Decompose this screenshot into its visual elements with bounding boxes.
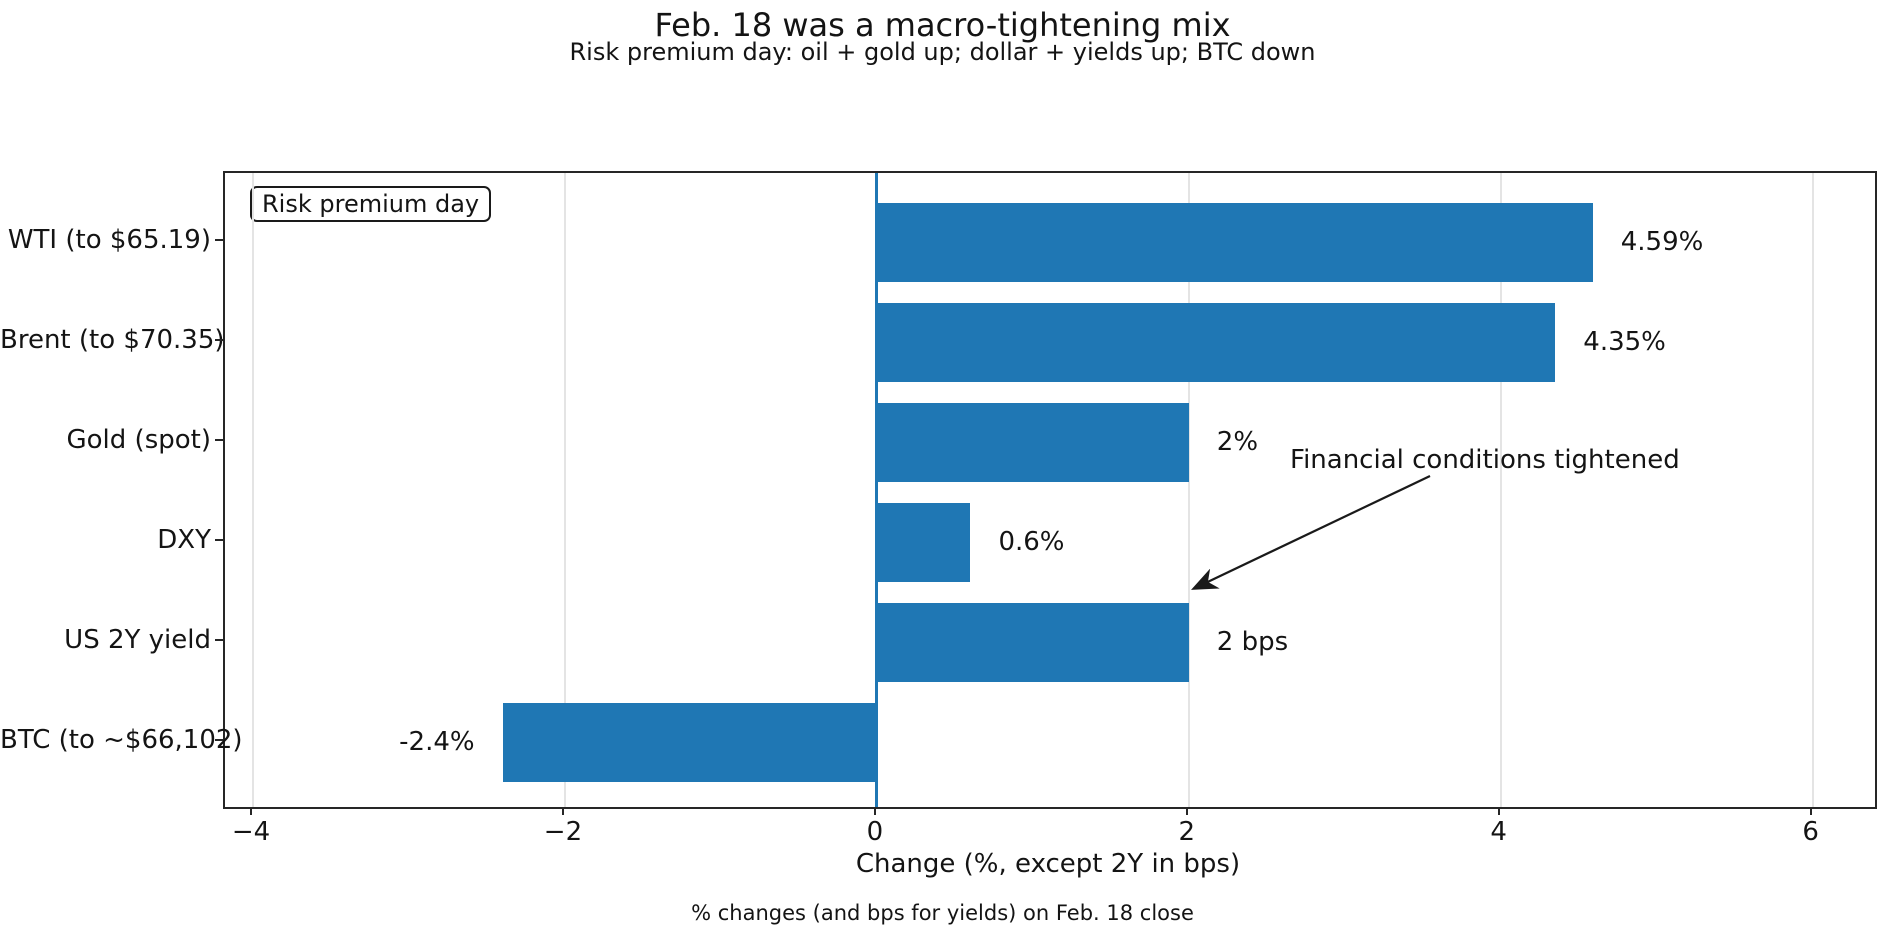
plot-area: Risk premium day 4.59% 4.35% 2% 0.6% 2 bps -2… <box>223 171 1877 809</box>
x-tick-mark <box>250 807 253 815</box>
x-tick-mark <box>561 807 564 815</box>
risk-premium-annotation-box: Risk premium day <box>250 186 492 222</box>
y-category-label: US 2Y yield <box>64 625 211 655</box>
gridline-x6 <box>1811 173 1814 807</box>
gridline-x4 <box>1499 173 1502 807</box>
x-axis-label: Change (%, except 2Y in bps) <box>855 849 1241 879</box>
y-tick-mark <box>215 639 223 641</box>
bar-4 <box>876 602 1189 682</box>
gridline-x-2 <box>563 173 566 807</box>
y-category-label: Brent (to $70.35) <box>0 325 225 355</box>
bar-value-label: -2.4% <box>399 727 475 757</box>
y-tick-mark <box>215 339 223 341</box>
bar-0 <box>876 202 1593 282</box>
x-tick-label: 2 <box>1178 817 1196 847</box>
y-tick-mark <box>215 539 223 541</box>
bar-5 <box>502 702 877 782</box>
arrow-annotation-text: Financial conditions tightened <box>1290 445 1680 475</box>
y-category-label: BTC (to ~$66,102) <box>0 725 243 755</box>
bar-value-label: 4.59% <box>1620 227 1704 257</box>
x-tick-label: 4 <box>1490 817 1507 847</box>
x-tick-label: −4 <box>231 817 271 847</box>
chart-footnote: % changes (and bps for yields) on Feb. 1… <box>691 901 1194 925</box>
bar-3 <box>876 502 971 582</box>
bar-value-label: 2% <box>1216 427 1259 457</box>
x-tick-mark <box>1497 807 1500 815</box>
y-tick-mark <box>215 239 223 241</box>
x-tick-label: −2 <box>543 817 583 847</box>
bar-value-label: 2 bps <box>1216 627 1289 657</box>
chart-title: Feb. 18 was a macro-tightening mix <box>654 6 1231 44</box>
zero-line <box>875 173 879 807</box>
y-category-label: Gold (spot) <box>66 425 212 455</box>
x-tick-mark <box>873 807 876 815</box>
y-tick-mark <box>215 439 223 441</box>
bar-value-label: 4.35% <box>1583 327 1666 357</box>
x-tick-mark <box>1185 807 1188 815</box>
bar-1 <box>876 302 1556 382</box>
y-tick-mark <box>215 739 223 741</box>
gridline-x2 <box>1187 173 1190 807</box>
x-tick-label: 0 <box>866 817 884 847</box>
gridline-x-4 <box>252 173 255 807</box>
bar-2 <box>876 402 1189 482</box>
chart-subtitle: Risk premium day: oil + gold up; dollar … <box>569 38 1316 66</box>
x-tick-mark <box>1809 807 1812 815</box>
bar-value-label: 0.6% <box>998 527 1065 557</box>
x-tick-label: 6 <box>1802 817 1819 847</box>
y-category-label: DXY <box>157 525 211 555</box>
y-category-label: WTI (to $65.19) <box>7 225 211 255</box>
